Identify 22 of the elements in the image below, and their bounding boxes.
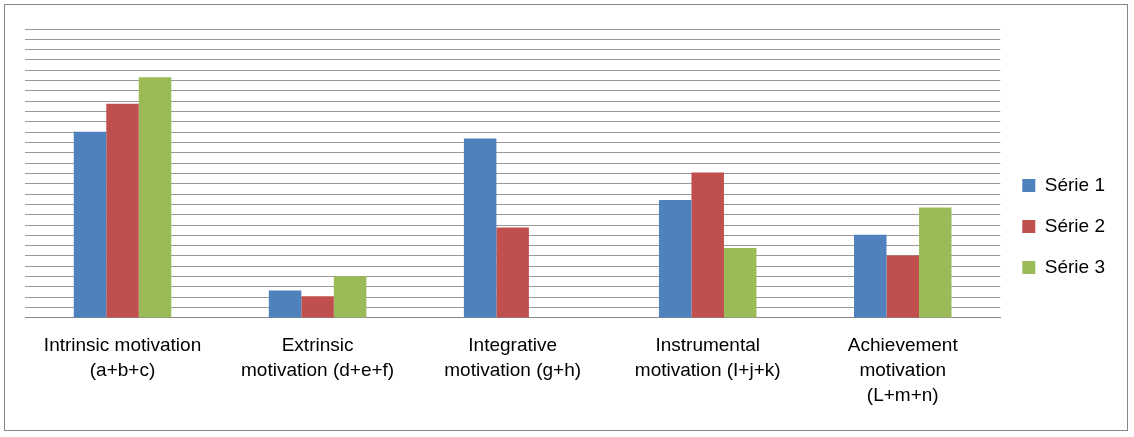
x-tick-label: Integrative motivation (g+h)	[444, 334, 582, 381]
bar	[723, 248, 757, 318]
bar	[658, 199, 692, 318]
legend-label: Série 2	[1044, 214, 1105, 236]
bar	[919, 207, 952, 318]
x-tick-label: Achievement motivation (L+m+n)	[847, 334, 959, 405]
x-tick-label: Extrinsic motivation (d+e+f)	[241, 334, 395, 381]
bar	[301, 296, 334, 318]
bar	[854, 234, 887, 318]
x-tick-label: Intrinsic motivation (a+b+c)	[43, 334, 202, 381]
bar	[106, 103, 139, 318]
bar	[333, 276, 367, 318]
bar	[496, 227, 529, 318]
bar	[886, 255, 920, 318]
x-tick-label: Instrumental motivation (I+j+k)	[634, 334, 781, 381]
bar	[138, 77, 172, 318]
bar	[73, 131, 107, 318]
bar	[691, 172, 724, 318]
bar	[268, 290, 302, 318]
legend-label: Série 1	[1044, 173, 1105, 195]
bar	[463, 138, 497, 318]
legend-label: Série 3	[1044, 255, 1105, 277]
